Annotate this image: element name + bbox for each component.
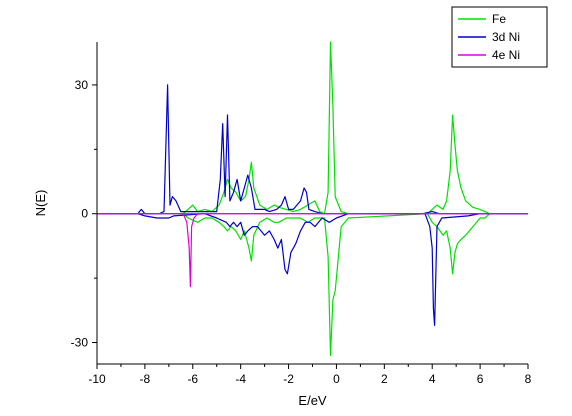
series-3-down-line [97, 213, 528, 288]
x-tick-label: -4 [235, 372, 246, 386]
x-tick-label: 4 [429, 372, 436, 386]
legend-label: 3d Ni [492, 30, 520, 44]
ticks: -10 -8 -6 -4 -2 0 2 4 6 8 -30 0 30 [71, 78, 532, 386]
series-2-up-line [97, 84, 528, 215]
x-tick-label: 2 [381, 372, 388, 386]
y-tick-label: -30 [71, 336, 89, 350]
plot-lines [97, 41, 528, 356]
x-tick-label: -2 [283, 372, 294, 386]
legend-label: Fe [492, 12, 506, 26]
legend-label: 4e Ni [492, 48, 520, 62]
series-1-up-line [97, 41, 528, 215]
x-tick-label: 0 [333, 372, 340, 386]
x-tick-label: 6 [477, 372, 484, 386]
y-axis-title: N(E) [33, 190, 48, 217]
x-tick-label: -10 [88, 372, 106, 386]
series-1-down-line [97, 213, 528, 356]
legend: Fe 3d Ni 4e Ni [451, 6, 548, 68]
series-2-down-line [97, 213, 528, 326]
x-tick-label: 8 [525, 372, 532, 386]
axes [96, 42, 528, 365]
y-tick-label: 0 [81, 207, 88, 221]
x-axis-title: E/eV [298, 393, 327, 408]
x-tick-label: -8 [140, 372, 151, 386]
x-tick-label: -6 [187, 372, 198, 386]
y-tick-label: 30 [75, 78, 89, 92]
